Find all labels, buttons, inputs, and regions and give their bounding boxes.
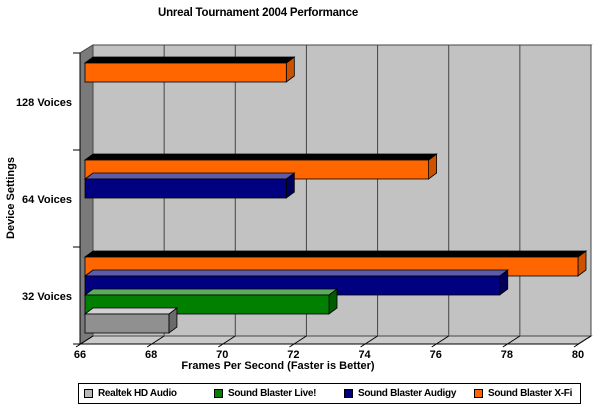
legend-swatch	[474, 389, 483, 398]
legend-item: Sound Blaster Audigy	[344, 384, 456, 403]
legend-label: Sound Blaster Audigy	[358, 388, 457, 399]
x-tick-mark	[431, 335, 449, 348]
bar-top-face	[83, 307, 179, 315]
legend-item: Realtek HD Audio	[84, 384, 177, 403]
bar	[84, 178, 287, 199]
x-tick-mark	[75, 335, 94, 348]
x-tick-label: 72	[287, 349, 300, 361]
x-tick-mark	[218, 335, 236, 348]
x-tick-mark	[573, 335, 592, 348]
chart-title: Unreal Tournament 2004 Performance	[157, 7, 359, 19]
x-tick-label: 70	[216, 349, 229, 361]
bar-top-face	[83, 288, 339, 296]
bar-top-face	[83, 172, 296, 180]
legend-swatch	[344, 389, 353, 398]
x-tick-label: 66	[73, 349, 87, 361]
bar-top-face	[83, 153, 438, 161]
x-tick-mark	[502, 335, 521, 348]
x-tick-label: 78	[500, 349, 513, 361]
bar-top-face	[83, 250, 588, 258]
legend-item: Sound Blaster Live!	[214, 384, 317, 403]
x-tick-label: 74	[358, 349, 371, 361]
category-label: 64 Voices	[22, 194, 72, 206]
legend-label: Sound Blaster Live!	[228, 388, 317, 399]
x-tick-label: 76	[429, 349, 442, 361]
legend-swatch	[214, 389, 223, 398]
x-tick-mark	[289, 335, 307, 348]
legend-item: Sound Blaster X-Fi	[474, 384, 572, 403]
x-tick-label: 80	[571, 349, 585, 361]
x-tick-mark	[360, 335, 378, 348]
category-label: 128 Voices	[15, 97, 72, 109]
bar-top-face	[83, 56, 296, 64]
legend-label: Sound Blaster X-Fi	[488, 388, 573, 399]
x-tick-mark	[146, 335, 165, 348]
legend: Realtek HD Audio Sound Blaster Live! Sound…	[78, 383, 581, 404]
legend-label: Realtek HD Audio	[98, 388, 177, 399]
bar	[84, 313, 170, 334]
x-tick-label: 68	[145, 349, 158, 361]
bar-top-face	[83, 269, 509, 277]
category-label: 32 Voices	[22, 291, 72, 303]
x-axis-title: Frames Per Second (Faster is Better)	[181, 360, 375, 372]
legend-swatch	[84, 389, 93, 398]
bar	[84, 62, 287, 83]
